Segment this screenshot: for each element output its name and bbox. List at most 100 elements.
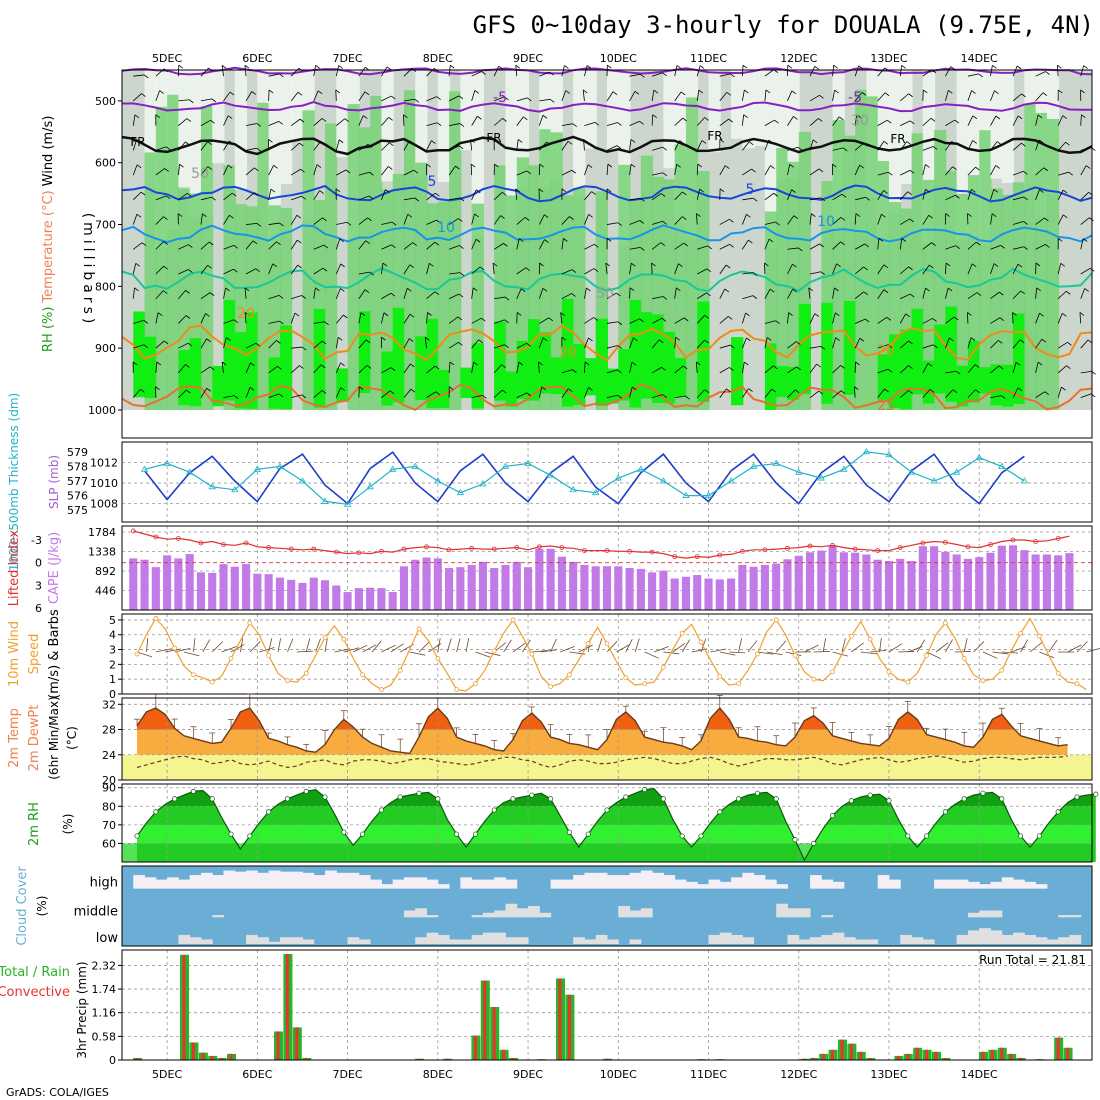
cape-bar bbox=[975, 557, 984, 610]
wind-barb bbox=[1080, 191, 1090, 201]
cloud-bar bbox=[900, 934, 913, 944]
wind-barb bbox=[606, 394, 618, 399]
wind-barb-flag bbox=[434, 241, 440, 246]
pressure-tick-label: 500 bbox=[95, 95, 116, 108]
wind-barb bbox=[741, 214, 747, 225]
thickness-tick-label: 577 bbox=[67, 475, 88, 488]
wind-barb-flag bbox=[1062, 214, 1068, 219]
wind-barb-flag bbox=[340, 387, 345, 391]
wind-barb bbox=[967, 140, 974, 151]
rh-marker bbox=[322, 794, 328, 800]
cape-bar bbox=[163, 555, 172, 610]
wind-barb bbox=[741, 312, 746, 324]
wind-barb bbox=[967, 389, 976, 398]
lifted-tick-label: 3 bbox=[35, 579, 42, 592]
wind-barb-flag bbox=[364, 91, 370, 96]
wind-barb bbox=[313, 65, 317, 77]
rh-bright-cell bbox=[561, 298, 575, 407]
rh-marker bbox=[1018, 833, 1024, 839]
cape-bar bbox=[264, 574, 273, 610]
wind-barb-flag bbox=[695, 361, 701, 366]
cloud-bar bbox=[336, 872, 349, 889]
wind-barb bbox=[296, 650, 313, 653]
wind-barb bbox=[922, 117, 932, 126]
wind-barb bbox=[1012, 387, 1019, 398]
wind-barb-flag bbox=[751, 168, 756, 173]
wind-barb bbox=[922, 344, 934, 349]
wind-barb bbox=[606, 122, 618, 127]
cloud-bar bbox=[370, 879, 382, 889]
thickness-marker bbox=[434, 477, 442, 484]
rh-pale-cell bbox=[415, 70, 428, 178]
wind-barb bbox=[494, 296, 506, 300]
wind-barb-flag bbox=[389, 142, 394, 147]
rh-bright-cell bbox=[336, 368, 349, 402]
rh-pale-cell bbox=[279, 70, 293, 184]
wind-speed-marker bbox=[1055, 670, 1061, 676]
cloud-bar bbox=[595, 872, 608, 889]
wind-barb bbox=[561, 141, 569, 151]
wind-barb bbox=[967, 292, 978, 300]
wind-barb-flag bbox=[436, 219, 441, 224]
rh-mid-cell bbox=[403, 90, 417, 410]
wind-barb bbox=[403, 197, 415, 201]
wind-barb bbox=[268, 120, 279, 127]
wind-barb bbox=[854, 291, 864, 300]
wind-barb bbox=[381, 221, 393, 225]
rh-bright-cell bbox=[652, 314, 665, 403]
rh-mid-cell bbox=[325, 123, 338, 410]
wind-barb bbox=[155, 90, 160, 102]
cloud-bar bbox=[832, 881, 845, 889]
wind-barb-flag bbox=[255, 268, 260, 273]
cloud-bar bbox=[460, 939, 473, 944]
cape-bar bbox=[591, 566, 600, 610]
cloud-bar bbox=[144, 877, 157, 889]
wind-barb bbox=[335, 89, 337, 101]
wind-barb-flag bbox=[389, 390, 395, 395]
wind-barb bbox=[584, 191, 592, 201]
wind-barb-flag bbox=[975, 166, 980, 171]
wind-barb bbox=[132, 287, 135, 299]
cloud-bar bbox=[550, 879, 563, 889]
cloud-bar bbox=[821, 915, 834, 918]
wind-barb-flag bbox=[954, 119, 960, 124]
wind-barb-flag bbox=[1044, 217, 1049, 222]
wind-barb-flag bbox=[607, 64, 612, 69]
wind-barb-flag bbox=[888, 171, 893, 176]
wind-barb-flag bbox=[500, 215, 505, 219]
wind-barb bbox=[448, 218, 459, 225]
wind-axis-label: 10m Wind bbox=[7, 621, 22, 687]
cloud-bar bbox=[528, 906, 540, 918]
wind-barb bbox=[335, 362, 341, 374]
wind-barb-flag bbox=[503, 243, 508, 247]
wind-barb-flag bbox=[719, 139, 725, 143]
cape-bar bbox=[670, 578, 679, 610]
wind-barb-flag bbox=[459, 197, 465, 202]
wind-barb-flag bbox=[185, 290, 190, 294]
lifted-index-marker bbox=[311, 546, 317, 552]
wind-barb bbox=[1080, 339, 1089, 349]
cloud-bar bbox=[776, 903, 788, 918]
wind-barb-flag bbox=[967, 213, 972, 217]
thickness-tick-label: 579 bbox=[67, 446, 88, 459]
wind-barb-flag bbox=[294, 312, 300, 317]
axis-tick-label: 1.16 bbox=[92, 1007, 117, 1020]
wind-barb bbox=[531, 650, 548, 653]
wind-barb-flag bbox=[526, 170, 532, 175]
cloud-bar bbox=[505, 937, 518, 944]
wind-barb-flag bbox=[344, 118, 350, 122]
rh-marker bbox=[698, 833, 704, 839]
wind-barb-flag bbox=[323, 244, 329, 249]
lifted-index-marker bbox=[333, 549, 339, 555]
wind-barb-flag bbox=[457, 316, 463, 321]
lifted-index-marker bbox=[424, 544, 429, 550]
wind-barb bbox=[1080, 114, 1082, 126]
wind-barb bbox=[877, 171, 889, 176]
top-date-label: 8DEC bbox=[423, 52, 453, 65]
cape-bar bbox=[366, 587, 375, 610]
cloud-bar bbox=[753, 875, 766, 889]
wind-barb bbox=[1012, 196, 1024, 201]
wind-barb-flag bbox=[414, 98, 420, 103]
wind-barb bbox=[223, 164, 229, 176]
